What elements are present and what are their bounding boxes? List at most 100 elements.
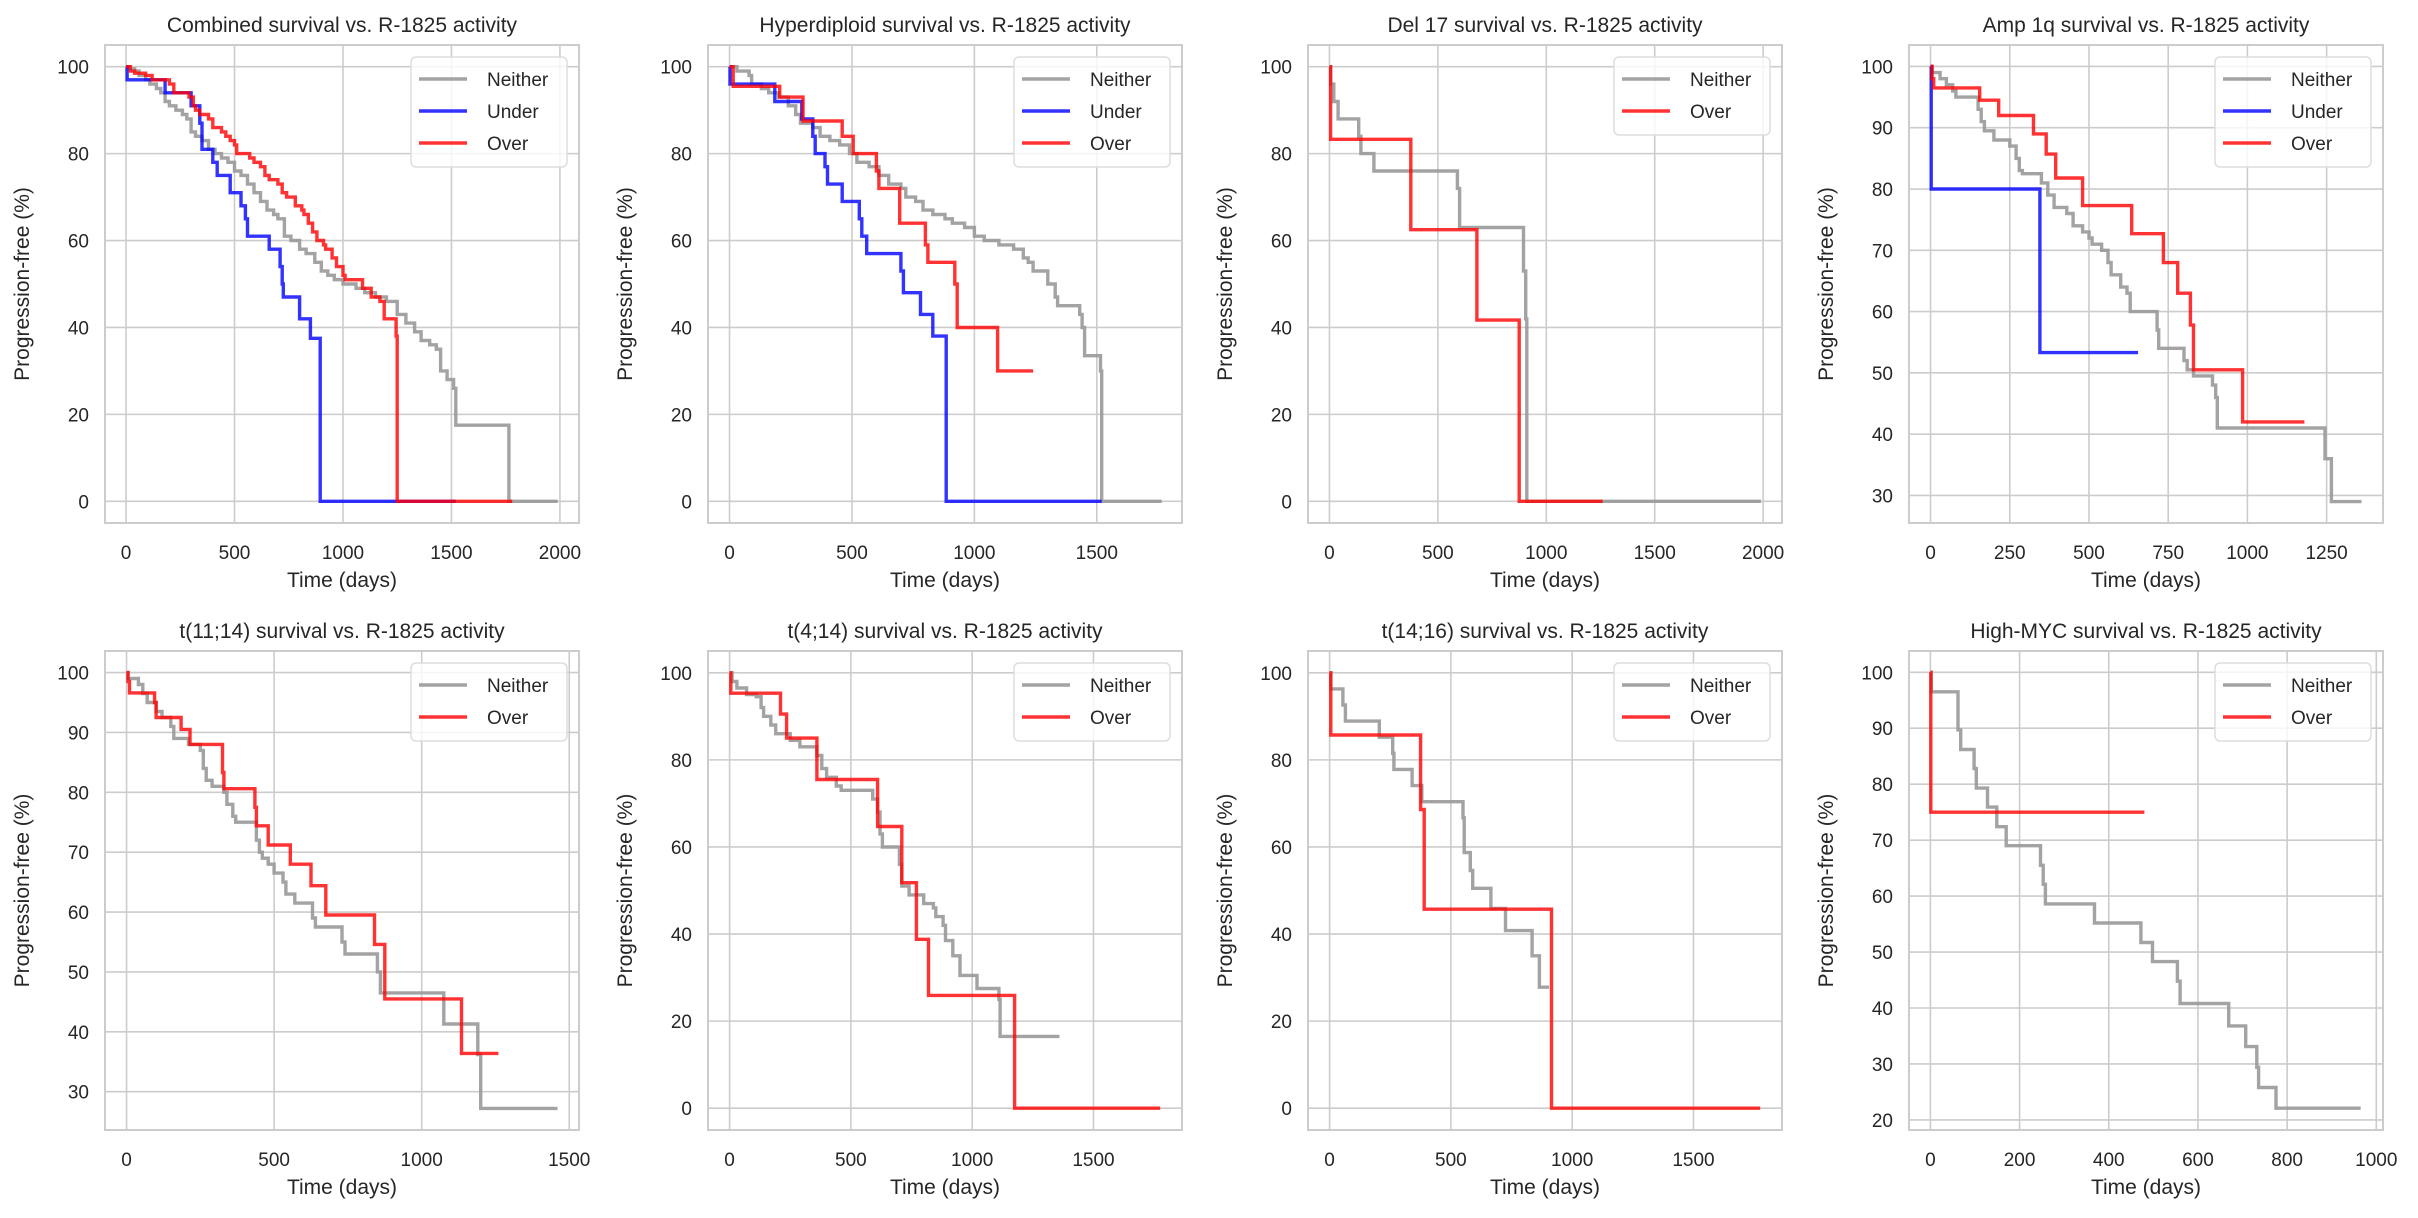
y-tick-label: 80 bbox=[68, 145, 89, 166]
km-curve-over bbox=[1930, 64, 2305, 424]
legend: Neither Over bbox=[1613, 56, 1771, 136]
legend-label-over: Over bbox=[1690, 708, 1732, 729]
legend-label-over: Over bbox=[2291, 708, 2333, 729]
chart-panel-t-14-16: t(14;16) survival vs. R-1825 activity 0 50… bbox=[1214, 620, 1783, 1199]
legend: Neither Over bbox=[410, 662, 568, 742]
legend-label-neither: Neither bbox=[1690, 70, 1752, 91]
km-curve-neither bbox=[729, 65, 1162, 503]
x-tick-label: 1500 bbox=[1672, 1150, 1714, 1171]
x-tick-label: 0 bbox=[1324, 1150, 1335, 1171]
km-curve-over bbox=[1929, 670, 2145, 814]
legend-label-over: Over bbox=[487, 134, 529, 155]
x-tick-label: 500 bbox=[1435, 1150, 1467, 1171]
km-curve-neither bbox=[126, 65, 558, 503]
y-tick-label: 60 bbox=[671, 232, 692, 253]
legend-label-neither: Neither bbox=[1090, 676, 1152, 697]
legend-label-neither: Neither bbox=[1090, 70, 1152, 91]
legend-box bbox=[1013, 662, 1171, 742]
chart-panel-high-myc: High-MYC survival vs. R-1825 activity 0 20… bbox=[1815, 620, 2397, 1199]
y-axis-label: Progression-free (%) bbox=[1214, 794, 1237, 988]
y-tick-label: 80 bbox=[1872, 180, 1893, 201]
x-tick-label: 0 bbox=[724, 1150, 735, 1171]
x-axis-label: Time (days) bbox=[890, 1176, 1000, 1199]
axes-frame bbox=[707, 44, 1183, 524]
x-tick-label: 1500 bbox=[1076, 543, 1118, 564]
legend: Neither Over bbox=[1613, 662, 1771, 742]
km-curve-under bbox=[1929, 64, 2139, 355]
legend-box bbox=[410, 56, 568, 168]
y-tick-label: 0 bbox=[681, 492, 692, 513]
x-tick-label: 2000 bbox=[539, 543, 581, 564]
chart-title: Hyperdiploid survival vs. R-1825 activit… bbox=[759, 14, 1131, 37]
y-tick-label: 100 bbox=[660, 58, 692, 79]
axes-frame bbox=[104, 650, 580, 1131]
x-tick-label: 1000 bbox=[2355, 1150, 2397, 1171]
x-tick-label: 1500 bbox=[548, 1150, 590, 1171]
x-tick-label: 500 bbox=[219, 543, 251, 564]
y-tick-label: 40 bbox=[1872, 999, 1893, 1020]
legend-label-under: Under bbox=[1090, 102, 1142, 123]
y-tick-label: 40 bbox=[1872, 425, 1893, 446]
y-tick-label: 60 bbox=[68, 232, 89, 253]
km-curve-over bbox=[729, 65, 1034, 373]
x-tick-label: 0 bbox=[121, 1150, 132, 1171]
legend-label-neither: Neither bbox=[487, 70, 549, 91]
km-curve-neither bbox=[1329, 671, 1550, 989]
y-tick-label: 80 bbox=[1872, 775, 1893, 796]
km-curve-neither bbox=[729, 671, 1060, 1039]
x-tick-label: 0 bbox=[1925, 543, 1936, 564]
y-axis-label: Progression-free (%) bbox=[1815, 187, 1838, 381]
legend-label-over: Over bbox=[2291, 134, 2333, 155]
x-tick-label: 1000 bbox=[322, 543, 364, 564]
y-tick-label: 50 bbox=[68, 963, 89, 984]
axes-frame bbox=[104, 44, 580, 524]
y-tick-label: 50 bbox=[1872, 364, 1893, 385]
y-axis-label: Progression-free (%) bbox=[614, 187, 637, 381]
y-tick-label: 40 bbox=[1271, 318, 1292, 339]
y-tick-label: 30 bbox=[1872, 1055, 1893, 1076]
km-curve-neither bbox=[1930, 64, 2362, 504]
x-tick-label: 500 bbox=[258, 1150, 290, 1171]
x-axis-label: Time (days) bbox=[287, 1176, 397, 1199]
y-tick-label: 20 bbox=[1872, 1111, 1893, 1132]
legend-label-over: Over bbox=[1690, 102, 1732, 123]
x-tick-label: 500 bbox=[2073, 543, 2105, 564]
legend: Neither Over bbox=[1013, 662, 1171, 742]
y-tick-label: 40 bbox=[671, 925, 692, 946]
x-tick-label: 600 bbox=[2182, 1150, 2214, 1171]
legend-box bbox=[2214, 56, 2372, 168]
y-axis-label: Progression-free (%) bbox=[614, 794, 637, 988]
legend-box bbox=[1613, 662, 1771, 742]
legend-box bbox=[410, 662, 568, 742]
x-tick-label: 0 bbox=[724, 543, 735, 564]
y-tick-label: 40 bbox=[671, 318, 692, 339]
x-tick-label: 500 bbox=[835, 1150, 867, 1171]
legend-box bbox=[2214, 662, 2372, 742]
y-tick-label: 50 bbox=[1872, 943, 1893, 964]
y-tick-label: 90 bbox=[1872, 719, 1893, 740]
chart-panel-hyperdiploid: Hyperdiploid survival vs. R-1825 activit… bbox=[614, 14, 1183, 592]
legend-label-over: Over bbox=[1090, 708, 1132, 729]
km-curve-under bbox=[125, 65, 456, 503]
x-tick-label: 0 bbox=[1925, 1150, 1936, 1171]
chart-title: Combined survival vs. R-1825 activity bbox=[167, 14, 518, 37]
y-tick-label: 100 bbox=[1861, 663, 1893, 684]
chart-panel-del-17: Del 17 survival vs. R-1825 activity 0 500 1… bbox=[1214, 14, 1784, 592]
x-tick-label: 1500 bbox=[430, 543, 472, 564]
x-tick-label: 250 bbox=[1994, 543, 2026, 564]
legend-label-neither: Neither bbox=[1690, 676, 1752, 697]
x-axis-label: Time (days) bbox=[2091, 1176, 2201, 1199]
y-axis-label: Progression-free (%) bbox=[11, 794, 34, 988]
x-tick-label: 1000 bbox=[2226, 543, 2268, 564]
y-tick-label: 40 bbox=[68, 1023, 89, 1044]
y-tick-label: 60 bbox=[1872, 887, 1893, 908]
x-tick-label: 0 bbox=[1324, 543, 1335, 564]
x-tick-label: 800 bbox=[2271, 1150, 2303, 1171]
y-tick-label: 20 bbox=[1271, 1012, 1292, 1033]
legend: Neither Under Over bbox=[2214, 56, 2372, 168]
x-tick-label: 200 bbox=[2004, 1150, 2036, 1171]
legend-label-over: Over bbox=[487, 708, 529, 729]
x-tick-label: 400 bbox=[2093, 1150, 2125, 1171]
y-axis-label: Progression-free (%) bbox=[1214, 187, 1237, 381]
